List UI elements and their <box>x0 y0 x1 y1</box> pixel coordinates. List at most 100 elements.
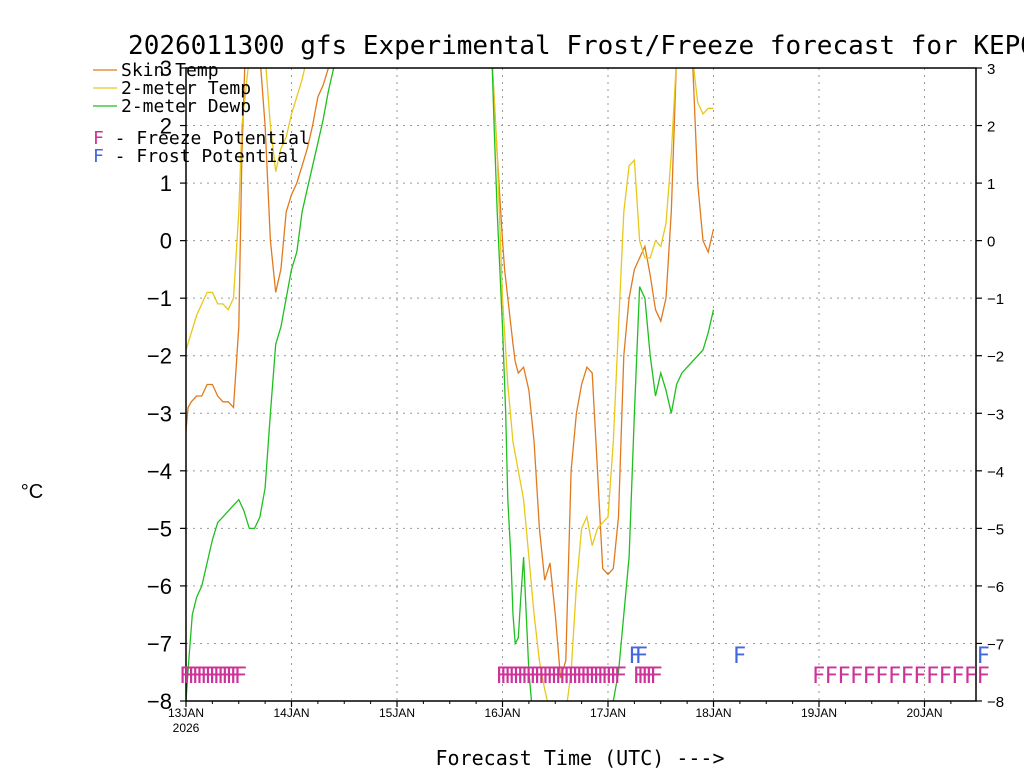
series-line-2-meter-temp <box>186 68 714 701</box>
freeze-mark: F <box>605 664 618 689</box>
y-tick-label-left: −5 <box>147 516 172 541</box>
freeze-mark: F <box>504 664 517 689</box>
freeze-mark: F <box>637 664 650 689</box>
freeze-mark: F <box>529 664 542 689</box>
freeze-mark: F <box>225 664 238 689</box>
plot-frame <box>185 67 977 702</box>
legend-marker-symbol: F <box>93 146 104 167</box>
legend-marker: F - Freeze Potential <box>93 128 310 149</box>
freeze-mark: F <box>977 664 990 689</box>
y-tick-label-right: 2 <box>987 119 995 136</box>
y-tick-label-left: 0 <box>160 229 172 254</box>
freeze-mark: F <box>567 664 580 689</box>
freeze-mark: F <box>525 664 538 689</box>
legend-marker-text: - Freeze Potential <box>104 128 310 149</box>
freeze-mark: F <box>913 664 926 689</box>
x-axis-label: Forecast Time (UTC) ---> <box>436 746 725 768</box>
freeze-mark: F <box>571 664 584 689</box>
y-tick-label-left: −1 <box>147 286 172 311</box>
y-tick-label-left: 1 <box>160 171 172 196</box>
frost-mark: F <box>977 644 990 669</box>
x-tick-label: 13JAN <box>168 706 204 720</box>
legend-marker-symbol: F <box>93 128 104 149</box>
freeze-mark: F <box>496 664 509 689</box>
freeze-mark: F <box>650 664 663 689</box>
freeze-mark: F <box>517 664 530 689</box>
freeze-mark: F <box>888 664 901 689</box>
freeze-mark: F <box>555 664 568 689</box>
x-tick-label: 15JAN <box>379 706 415 720</box>
freeze-mark: F <box>609 664 622 689</box>
freeze-mark: F <box>213 664 226 689</box>
x-tick-label: 16JAN <box>484 706 520 720</box>
legend-marker: F - Frost Potential <box>93 146 299 167</box>
y-tick-label-left: −7 <box>147 631 172 656</box>
y-axis-label: °C <box>21 481 43 503</box>
freeze-mark: F <box>563 664 576 689</box>
freeze-mark: F <box>850 664 863 689</box>
freeze-mark: F <box>812 664 825 689</box>
y-tick-label-right: −6 <box>987 579 1004 596</box>
y-tick-label-right: −5 <box>987 521 1004 538</box>
y-tick-label-left: −8 <box>147 689 172 714</box>
frost-mark: F <box>628 644 641 669</box>
freeze-mark: F <box>601 664 614 689</box>
freeze-mark: F <box>901 664 914 689</box>
axis-ticks: −8 −8 −7 −7 −6 −6 −5 −5 −4 −4 −3 −3 −2 −2 −1 −1 0 0 1 1 2 2 3 3… <box>147 56 1004 735</box>
y-tick-label-right: −3 <box>987 406 1004 423</box>
freeze-mark: F <box>645 664 658 689</box>
freeze-mark: F <box>559 664 572 689</box>
freeze-mark: F <box>576 664 589 689</box>
freeze-mark: F <box>538 664 551 689</box>
freeze-mark: F <box>512 664 525 689</box>
y-tick-label-left: 2 <box>160 114 172 139</box>
freeze-mark: F <box>926 664 939 689</box>
freeze-mark: F <box>192 664 205 689</box>
freeze-mark: F <box>633 664 646 689</box>
y-tick-label-left: −4 <box>147 459 172 484</box>
x-tick-label: 20JAN <box>906 706 942 720</box>
series-layer <box>186 68 715 701</box>
freeze-mark: F <box>939 664 952 689</box>
y-tick-label-right: −8 <box>987 694 1004 711</box>
x-tick-sublabel: 2026 <box>173 721 200 735</box>
frost-mark: F <box>733 644 746 669</box>
freeze-mark: F <box>204 664 217 689</box>
legend-label: 2-meter Dewp <box>121 96 251 117</box>
freeze-mark: F <box>183 664 196 689</box>
y-tick-label-left: −3 <box>147 401 172 426</box>
y-tick-label-left: 3 <box>160 56 172 81</box>
freeze-mark: F <box>533 664 546 689</box>
y-tick-label-right: −4 <box>987 464 1004 481</box>
x-tick-label: 14JAN <box>273 706 309 720</box>
freeze-mark: F <box>964 664 977 689</box>
freeze-mark: F <box>580 664 593 689</box>
freeze-mark: F <box>230 664 243 689</box>
y-tick-label-right: −7 <box>987 636 1004 653</box>
freeze-mark: F <box>217 664 230 689</box>
freeze-mark: F <box>593 664 606 689</box>
freeze-mark: F <box>584 664 597 689</box>
y-tick-label-right: 3 <box>987 61 995 78</box>
freeze-mark: F <box>588 664 601 689</box>
freeze-mark: F <box>863 664 876 689</box>
freeze-mark: F <box>209 664 222 689</box>
freeze-mark: F <box>521 664 534 689</box>
y-tick-label-right: 1 <box>987 176 995 193</box>
y-tick-label-right: −2 <box>987 349 1004 366</box>
legend-label: 2-meter Temp <box>121 78 251 99</box>
freeze-mark: F <box>508 664 521 689</box>
legend-marker-text: - Frost Potential <box>104 146 299 167</box>
x-tick-label: 17JAN <box>590 706 626 720</box>
y-tick-label-left: −2 <box>147 344 172 369</box>
y-tick-label-left: −6 <box>147 574 172 599</box>
legend-label: Skin Temp <box>121 60 219 81</box>
y-tick-label-right: 0 <box>987 234 995 251</box>
freeze-mark: F <box>500 664 513 689</box>
freeze-mark: F <box>614 664 627 689</box>
freeze-mark: F <box>187 664 200 689</box>
x-tick-label: 19JAN <box>801 706 837 720</box>
series-line-skin-temp <box>186 68 715 679</box>
